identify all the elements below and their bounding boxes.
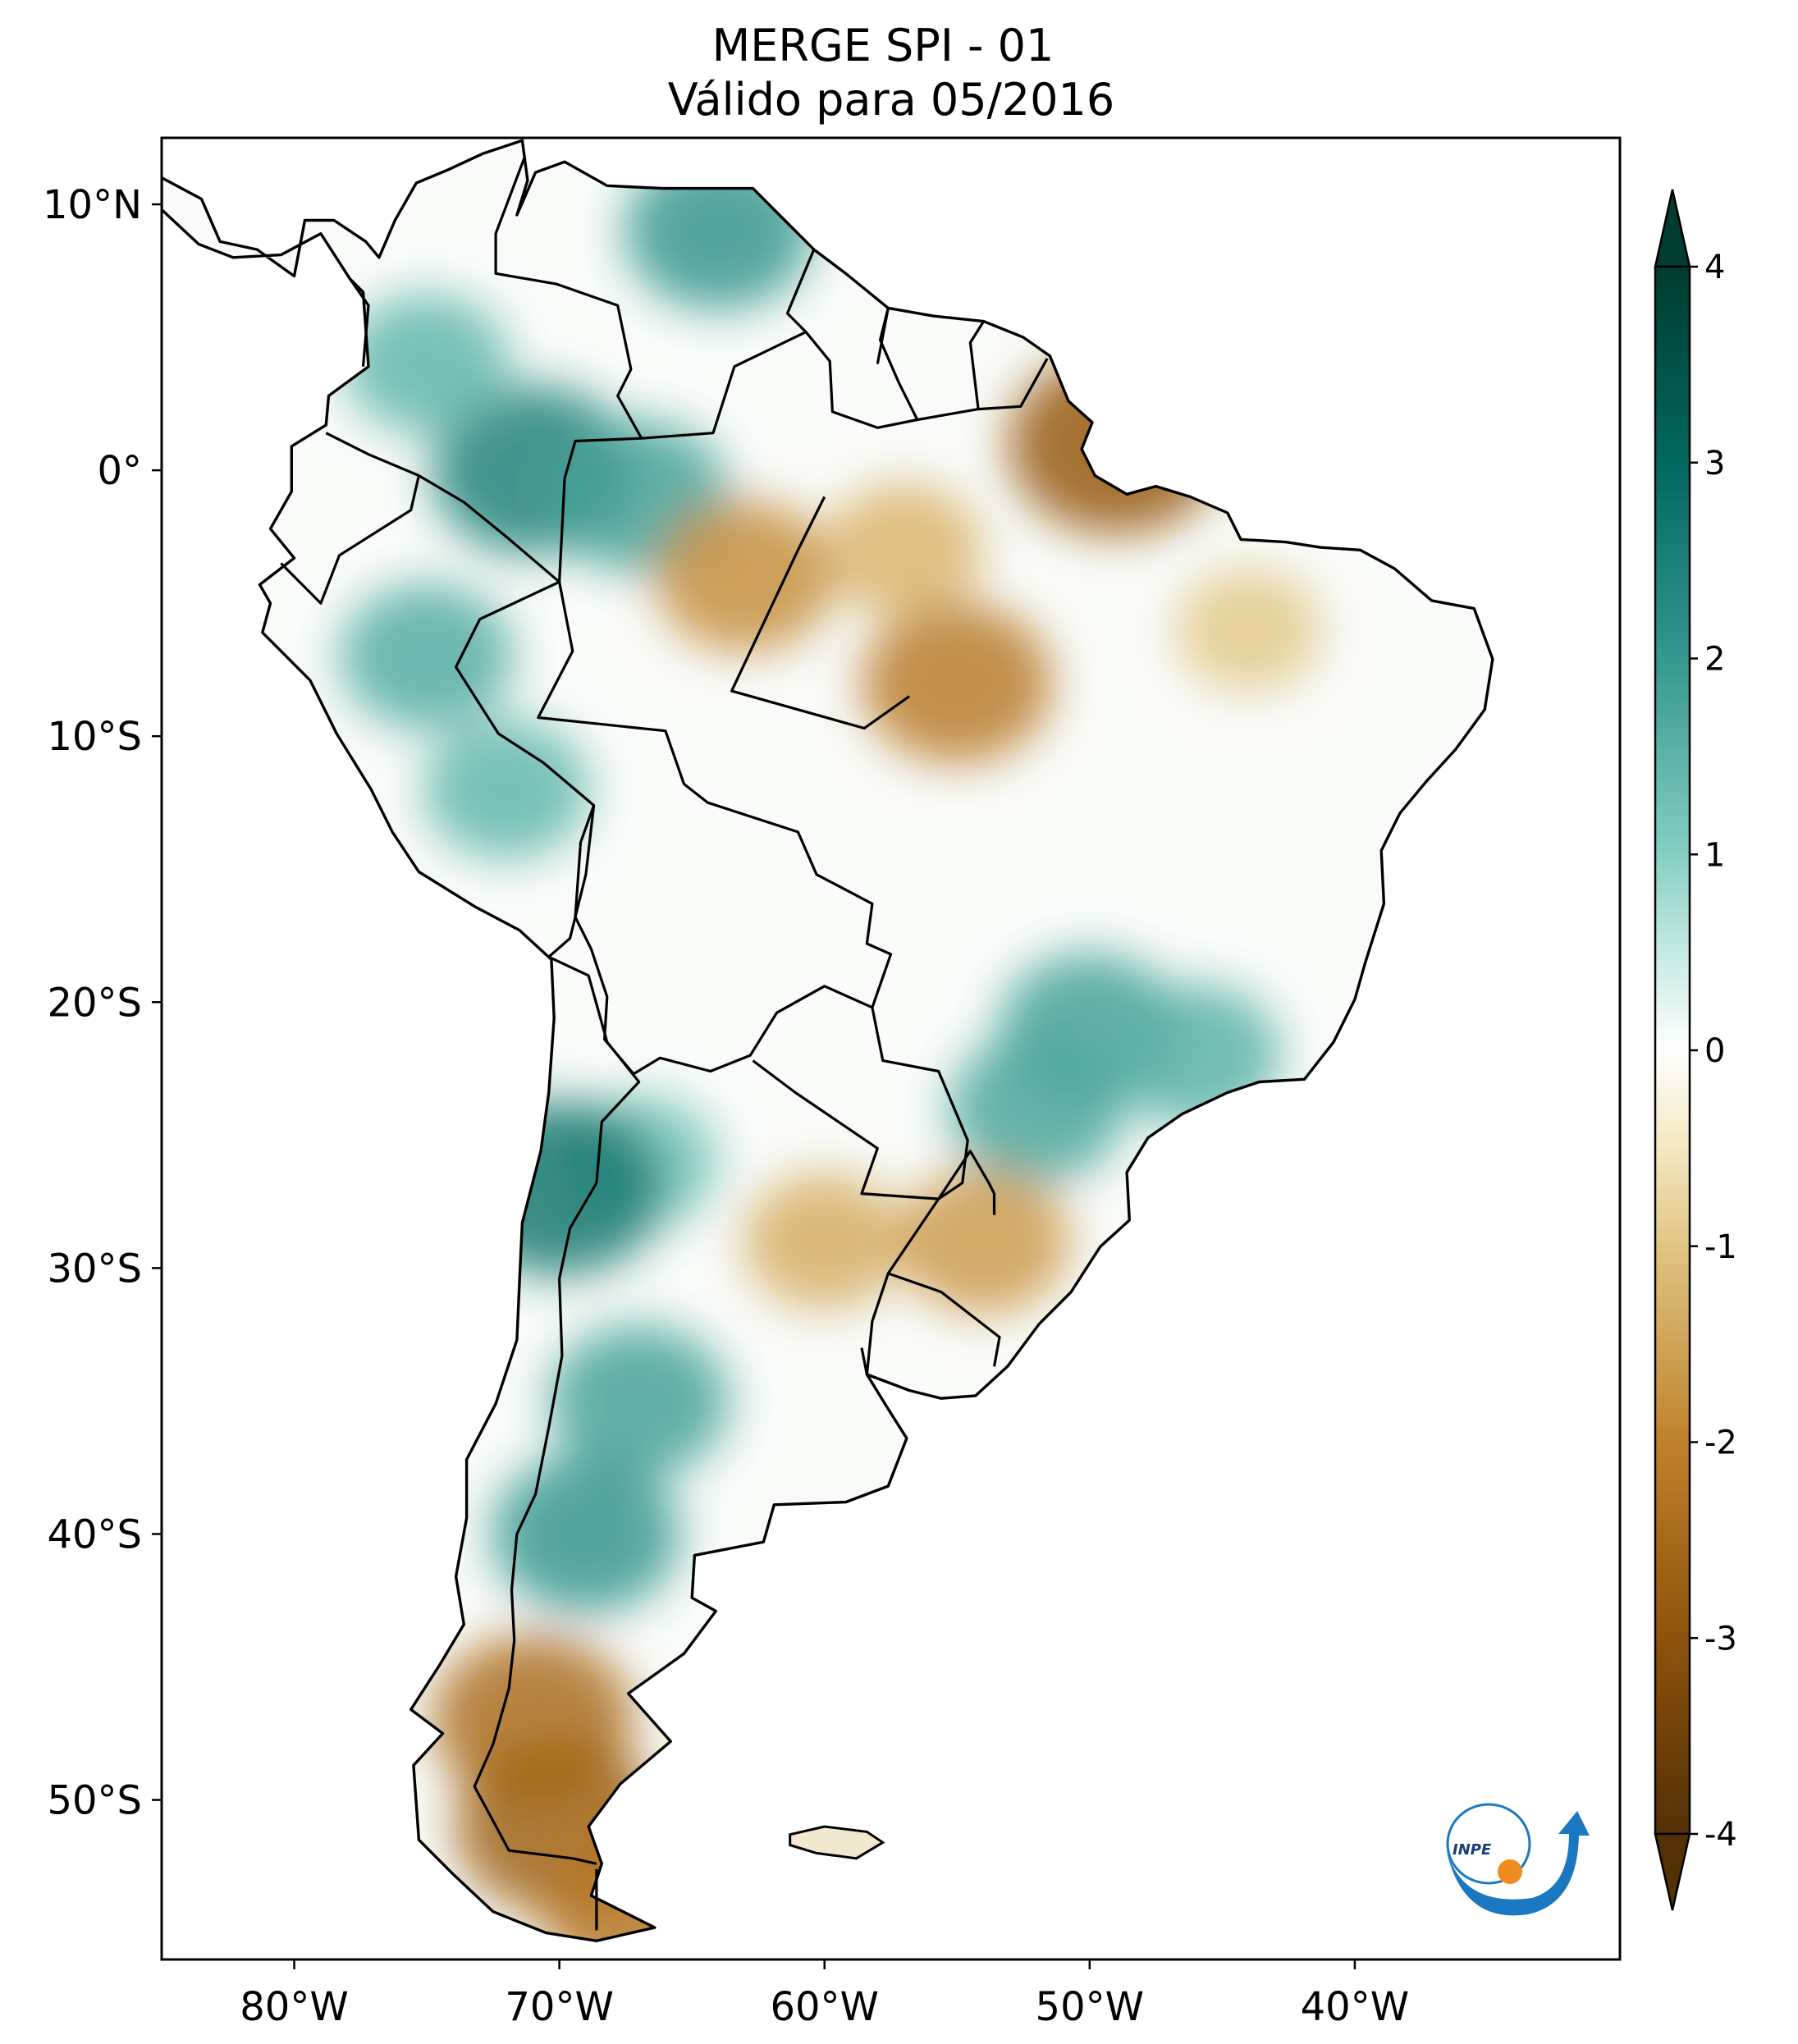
x-tick-label: 60°W (770, 1984, 879, 2030)
colorbar-tick-label: 1 (1704, 836, 1725, 874)
colorbar-extend-min (1654, 1832, 1691, 1911)
latitude-axis: 10°N 0° 10°S 20°S 30°S 40°S 50°S (43, 182, 162, 1824)
spi-region-18 (548, 1325, 730, 1477)
spi-region-17 (897, 1168, 1070, 1315)
logo-text: INPE (1453, 1841, 1492, 1859)
border-line-12 (473, 955, 641, 1865)
y-tick-label: 40°S (47, 1511, 142, 1557)
country-borders (280, 156, 1049, 1931)
map-frame (160, 136, 1622, 1961)
map-subtitle: Válido para 05/2016 (668, 74, 1114, 126)
border-line-17 (860, 1347, 868, 1375)
y-tick-label: 20°S (47, 980, 142, 1026)
y-tick-label: 30°S (47, 1246, 142, 1292)
y-tick-label: 0° (97, 448, 142, 494)
logo-ring (1446, 1803, 1531, 1885)
map-axes (162, 138, 1620, 1959)
colorbar-tick-label: -2 (1704, 1424, 1737, 1462)
border-line-2 (641, 249, 816, 440)
colorbar-tick-label: -1 (1704, 1228, 1737, 1266)
x-tick-label: 80°W (240, 1984, 349, 2030)
spi-region-5 (423, 719, 589, 860)
longitude-axis: 80°W 70°W 60°W 50°W 40°W (240, 1959, 1409, 2030)
x-tick-label: 40°W (1301, 1984, 1410, 2030)
x-tick-label: 70°W (505, 1984, 614, 2030)
map-title: MERGE SPI - 01 (712, 20, 1055, 71)
colorbar-ramp (1654, 265, 1691, 1836)
border-line-6 (977, 358, 1049, 411)
y-tick-label: 50°S (47, 1778, 142, 1824)
spi-region-4 (340, 583, 514, 729)
logo-dot (1498, 1859, 1522, 1884)
colorbar-ticks: 4 3 2 1 0 -1 -2 -3 -4 (1690, 249, 1737, 1854)
colorbar-tick-label: 2 (1704, 641, 1725, 679)
border-line-3 (804, 331, 918, 429)
spi-region-7 (862, 602, 1053, 764)
spi-region-6 (655, 501, 835, 653)
colorbar-tick-label: 0 (1704, 1032, 1725, 1070)
border-line-15 (886, 1150, 996, 1274)
spi-region-2 (344, 294, 510, 434)
inpe-logo: INPE (1446, 1803, 1590, 1916)
y-tick-label: 10°S (47, 714, 142, 760)
border-line-5 (917, 320, 985, 422)
falkland-islands (789, 1825, 885, 1860)
border-line-18 (730, 496, 911, 730)
colorbar-extend-max (1654, 189, 1691, 268)
border-line-7 (280, 432, 420, 605)
border-line-11 (752, 1007, 969, 1200)
colorbar-tick-label: 3 (1704, 445, 1725, 482)
spi-region-9 (825, 482, 984, 617)
colorbar-tick-label: -4 (1704, 1816, 1737, 1854)
colorbar: 4 3 2 1 0 -1 -2 -3 -4 (1654, 189, 1737, 1911)
logo-swoosh-icon (1446, 1811, 1590, 1916)
border-line-9 (537, 581, 893, 1008)
coastline (162, 139, 1494, 1942)
colorbar-tick-label: 4 (1704, 249, 1725, 286)
x-tick-label: 50°W (1036, 1984, 1145, 2030)
y-tick-label: 10°N (43, 182, 142, 228)
spi-region-16 (743, 1173, 906, 1310)
border-line-1 (494, 156, 643, 583)
spi-region-10 (1174, 567, 1323, 693)
border-line-0 (349, 277, 370, 367)
border-line-14 (865, 1272, 1001, 1375)
border-line-16 (876, 308, 890, 364)
colorbar-tick-label: -3 (1704, 1620, 1737, 1658)
spi-region-13 (948, 1034, 1125, 1183)
spi-region-19 (492, 1455, 679, 1613)
